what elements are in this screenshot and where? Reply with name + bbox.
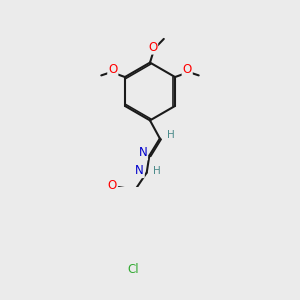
Text: Cl: Cl bbox=[128, 263, 140, 276]
Text: O: O bbox=[108, 63, 117, 76]
Text: H: H bbox=[167, 130, 175, 140]
Text: N: N bbox=[138, 146, 147, 159]
Text: H: H bbox=[153, 166, 161, 176]
Text: O: O bbox=[107, 179, 116, 192]
Text: O: O bbox=[148, 40, 157, 54]
Text: N: N bbox=[135, 164, 144, 177]
Text: O: O bbox=[183, 63, 192, 76]
